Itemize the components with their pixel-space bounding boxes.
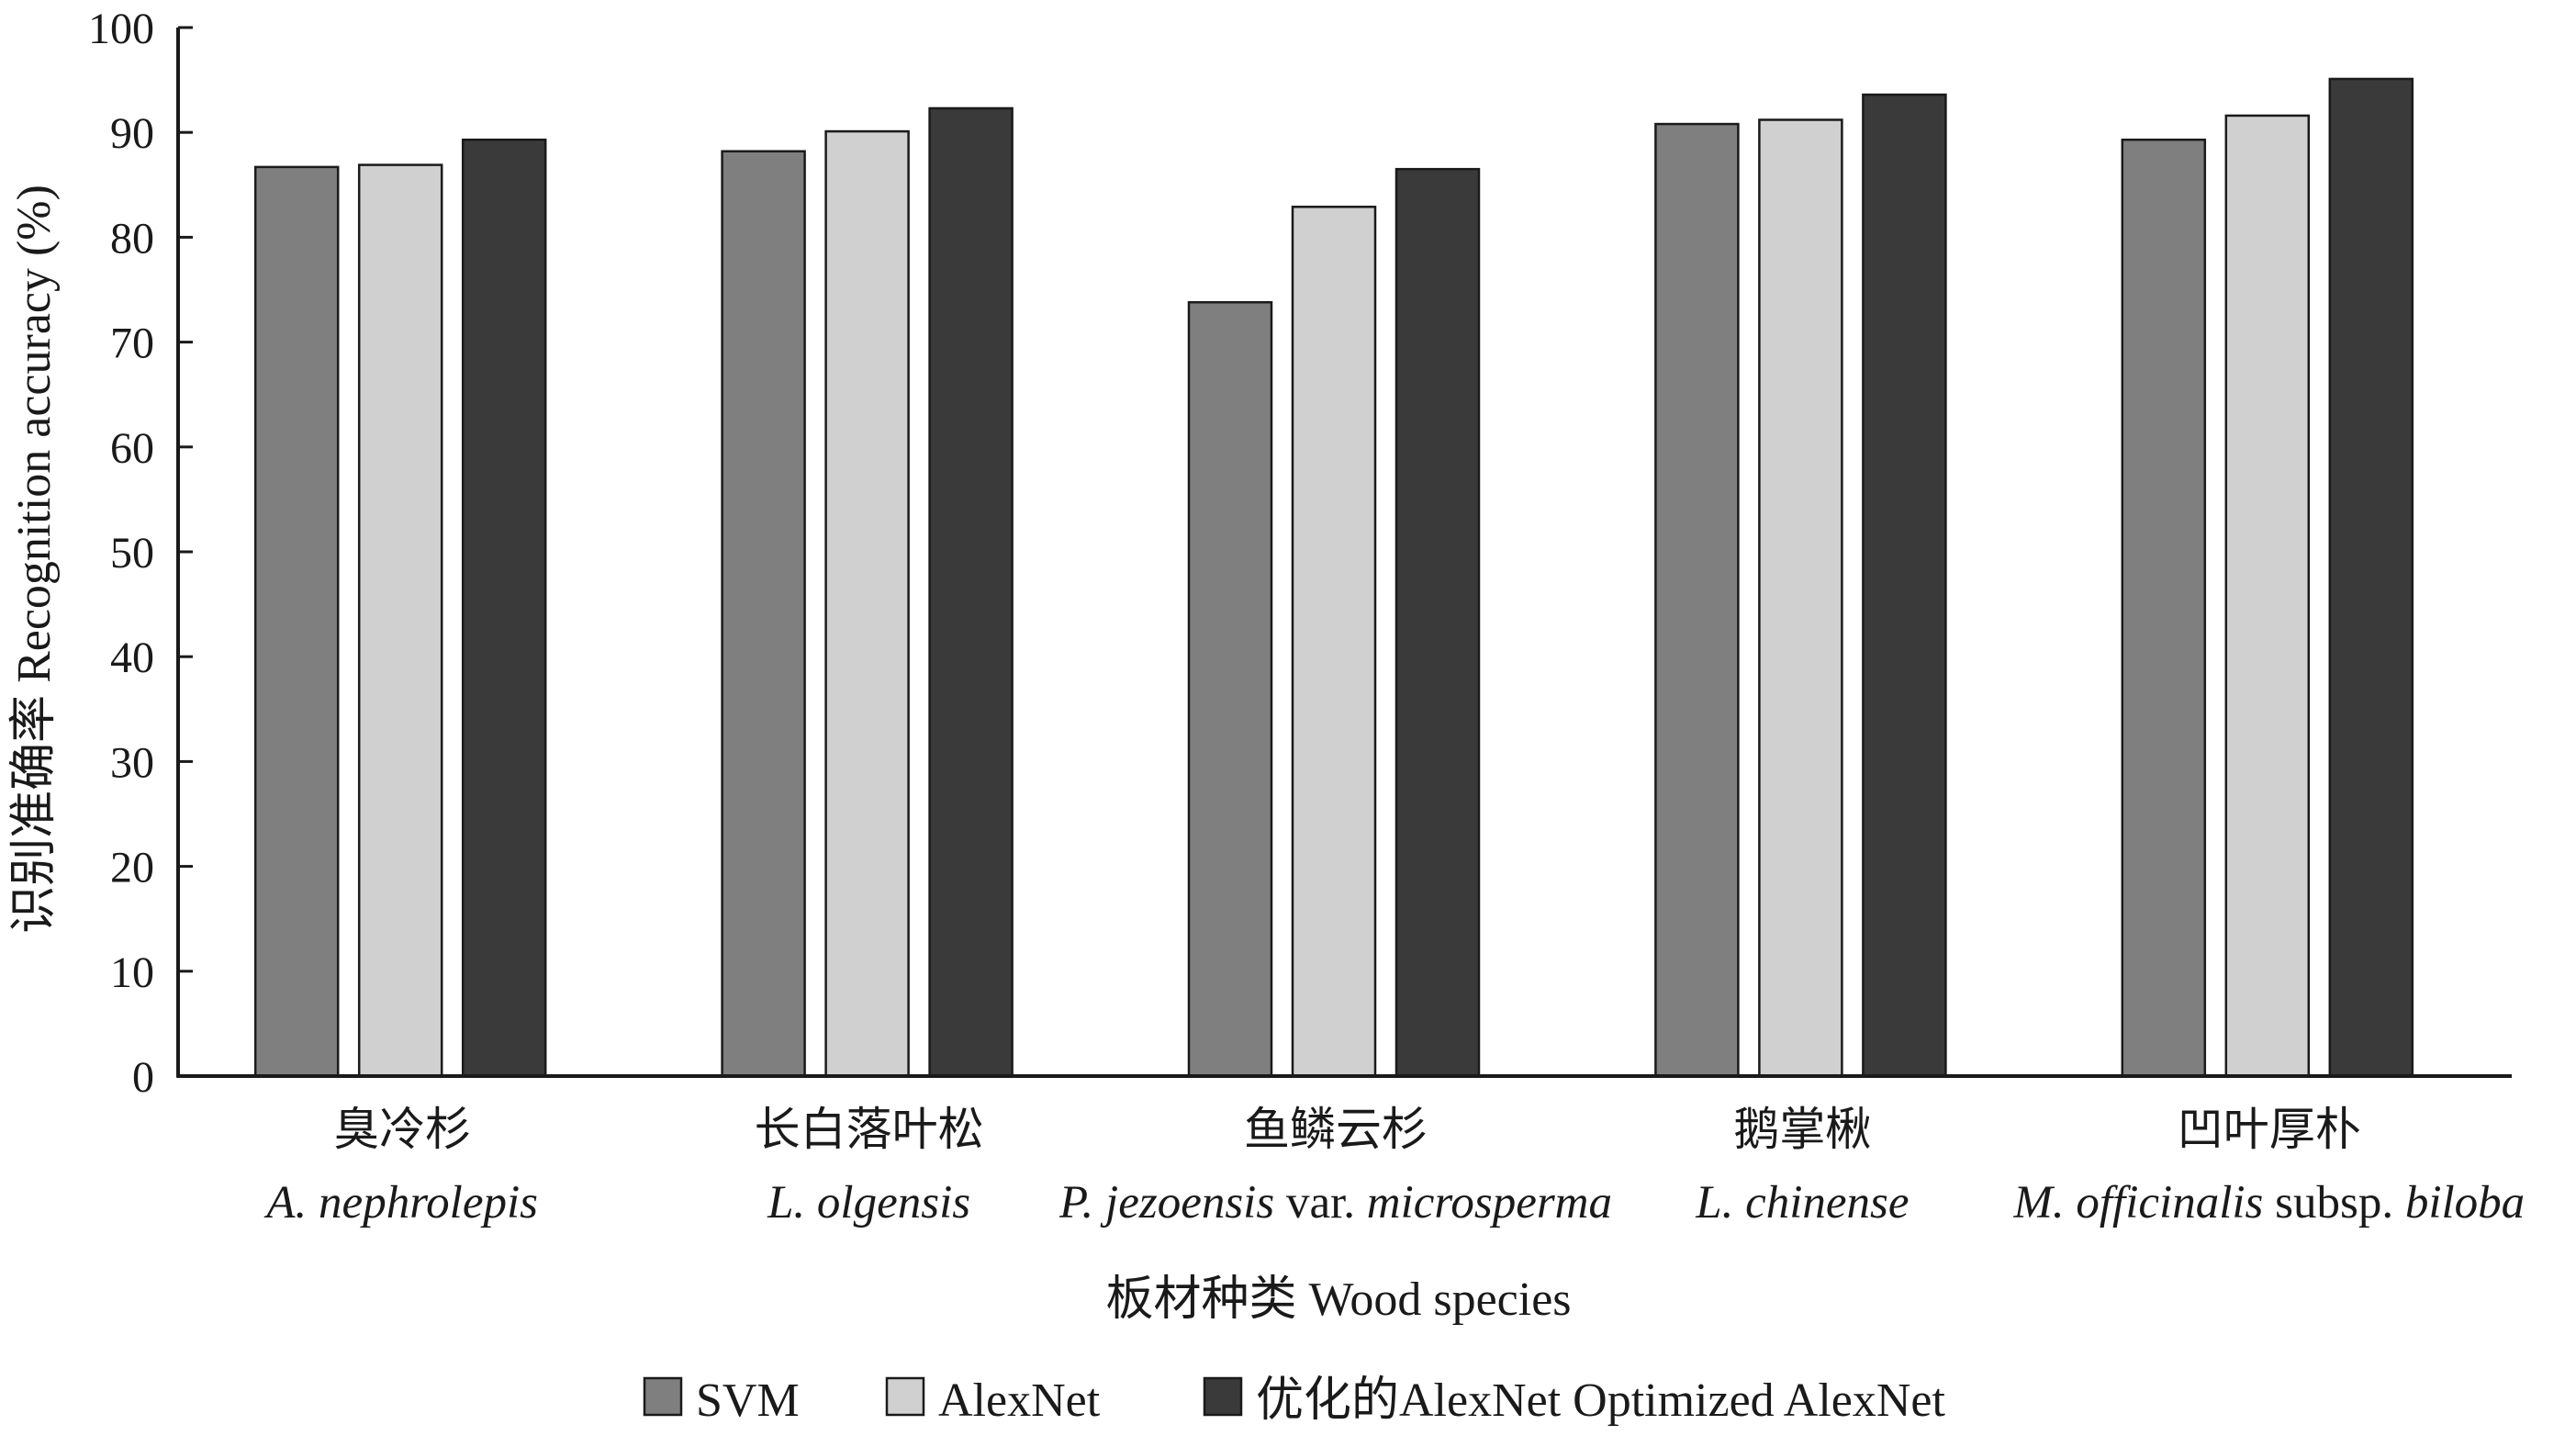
category-label-latin: M. officinalis subsp. biloba: [2012, 1177, 2525, 1228]
y-tick-label: 70: [110, 320, 154, 368]
bar-alexnet: [1758, 118, 1843, 1078]
legend-label: 优化的AlexNet Optimized AlexNet: [1256, 1374, 1946, 1427]
category-label-latin: L. chinense: [1695, 1177, 1909, 1228]
bar-alexnet-optimized-alexnet: [1862, 93, 1947, 1078]
y-tick-label: 60: [110, 424, 154, 473]
bar-alexnet-optimized-alexnet: [1394, 167, 1481, 1078]
legend-label: SVM: [696, 1374, 800, 1427]
bar-alexnet: [357, 163, 443, 1078]
x-axis-categories: 臭冷杉 A. nephrolepis 长白落叶松 L. olgensis 鱼鳞云杉 P. …: [263, 1103, 2525, 1228]
bar-svm: [253, 165, 340, 1078]
category-label-segment: P. jezoensis: [1058, 1177, 1274, 1228]
bar-svm: [2121, 138, 2207, 1078]
legend-swatch: [885, 1376, 925, 1417]
bar-alexnet: [2224, 114, 2311, 1078]
category-label-segment: biloba: [2405, 1177, 2525, 1228]
category-label-chinese: 鱼鳞云杉: [1244, 1103, 1428, 1156]
category-label-chinese: 凹叶厚朴: [2178, 1103, 2361, 1156]
bar-alexnet-optimized-alexnet: [928, 107, 1014, 1078]
bar-svm: [1187, 300, 1273, 1078]
category-label-latin: P. jezoensis var. microsperma: [1058, 1177, 1612, 1228]
category-label-segment: microsperma: [1367, 1177, 1612, 1228]
y-tick-label: 30: [110, 738, 154, 787]
category-label-segment: subsp.: [2263, 1177, 2404, 1228]
category-label-chinese: 鹅掌楸: [1733, 1103, 1871, 1156]
y-tick-label: 80: [110, 214, 154, 263]
y-tick-label: 50: [110, 529, 154, 578]
category-label-chinese: 长白落叶松: [755, 1103, 984, 1156]
category-label-segment: L. chinense: [1695, 1177, 1909, 1228]
x-axis-title: 板材种类 Wood species: [1105, 1273, 1571, 1326]
legend-label: AlexNet: [938, 1374, 1101, 1427]
category-label-chinese: 臭冷杉: [333, 1103, 471, 1156]
y-tick-label: 10: [110, 948, 154, 997]
bar-alexnet: [1291, 206, 1377, 1078]
category-label-latin: A. nephrolepis: [263, 1177, 538, 1228]
bars-layer: [253, 77, 2414, 1078]
category-label-segment: A. nephrolepis: [263, 1177, 538, 1228]
y-axis-title: 识别准确率 Recognition accuracy (%): [8, 185, 61, 934]
bar-alexnet-optimized-alexnet: [461, 138, 547, 1078]
y-tick-label: 0: [132, 1053, 154, 1102]
legend: SVM AlexNet 优化的AlexNet Optimized AlexNet: [643, 1374, 1946, 1427]
bar-alexnet: [824, 129, 910, 1078]
category-label-segment: M. officinalis: [2012, 1177, 2263, 1228]
legend-swatch: [1203, 1376, 1243, 1417]
y-tick-label: 90: [110, 109, 154, 158]
y-tick-label: 20: [110, 844, 154, 892]
bar-svm: [721, 150, 806, 1078]
category-label-latin: L. olgensis: [767, 1177, 970, 1228]
y-axis-ticks: 0 10 20 30 40 50 60 70 80 90 100: [88, 5, 193, 1102]
legend-swatch: [643, 1376, 683, 1417]
bar-svm: [1654, 122, 1740, 1078]
y-tick-label: 100: [88, 5, 154, 53]
bar-alexnet-optimized-alexnet: [2328, 77, 2414, 1078]
category-label-segment: var.: [1274, 1177, 1367, 1228]
y-tick-label: 40: [110, 634, 154, 682]
category-label-segment: L. olgensis: [767, 1177, 970, 1228]
